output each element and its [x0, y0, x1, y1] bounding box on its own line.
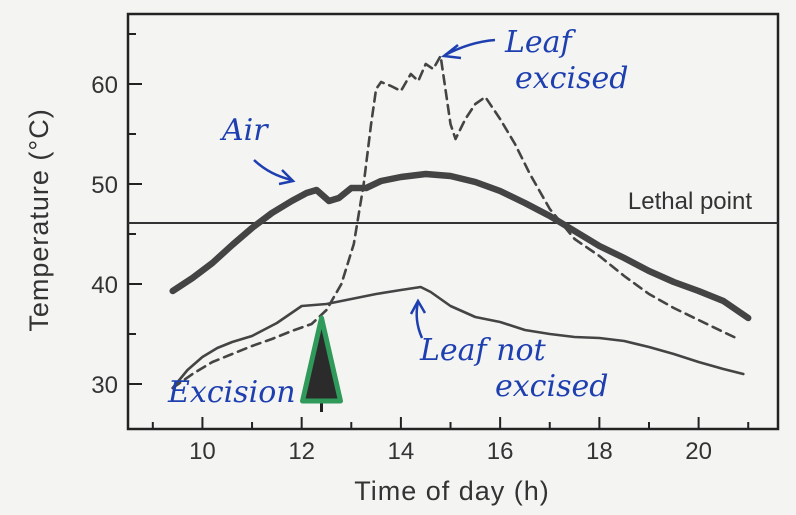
- annotation-leaf-excised-arrowhead: [440, 44, 462, 60]
- annotation-leaf-excised-arrow: [444, 38, 496, 57]
- x-tick-label: 10: [189, 438, 216, 465]
- x-axis-title: Time of day (h): [354, 476, 550, 506]
- x-tick-label: 20: [685, 438, 712, 465]
- lethal-point-label: Lethal point: [628, 188, 752, 215]
- series-line-leaf-excised: [171, 54, 740, 390]
- excision-marker-triangle: [300, 315, 344, 404]
- annotation-excision-label: Excision: [167, 375, 296, 410]
- y-tick-label: 40: [91, 272, 118, 299]
- x-tick-label: 12: [288, 438, 315, 465]
- annotation-leaf-not-excised-arrowhead: [409, 298, 427, 315]
- annotation-air-label: Air: [219, 113, 269, 148]
- excision-marker: [300, 315, 344, 412]
- y-tick-label: 60: [91, 72, 118, 99]
- series-line-leaf-not-excised: [171, 285, 745, 390]
- series-line-air: [169, 170, 752, 322]
- axis-ticks: [128, 33, 750, 429]
- series-layer: [169, 54, 752, 390]
- x-tick-label: 16: [487, 438, 514, 465]
- y-tick-label: 30: [91, 372, 118, 399]
- annotation-air: Air: [219, 113, 296, 186]
- annotation-leaf-not-excised-arrow: [415, 301, 424, 339]
- annotation-leaf-excised-line1: Leaf: [504, 25, 577, 60]
- annotation-leaf-not-excised-line2: excised: [495, 369, 608, 404]
- annotation-air-arrowhead: [278, 169, 296, 186]
- annotation-leaf-excised: Leaf excised: [440, 25, 628, 96]
- x-tick-label: 14: [388, 438, 415, 465]
- axis-tick-labels: 10 12 14 16 18 20 30 40 50 60: [91, 72, 712, 465]
- annotation-air-arrow: [253, 159, 293, 182]
- annotation-leaf-not-excised-line1: Leaf not: [419, 333, 547, 368]
- annotation-leaf-not-excised: Leaf not excised: [409, 298, 608, 404]
- annotation-leaf-excised-line2: excised: [515, 61, 628, 96]
- plot-frame: [126, 12, 780, 431]
- y-tick-label: 50: [91, 172, 118, 199]
- y-axis-title: Temperature (°C): [24, 108, 54, 331]
- x-tick-label: 18: [586, 438, 613, 465]
